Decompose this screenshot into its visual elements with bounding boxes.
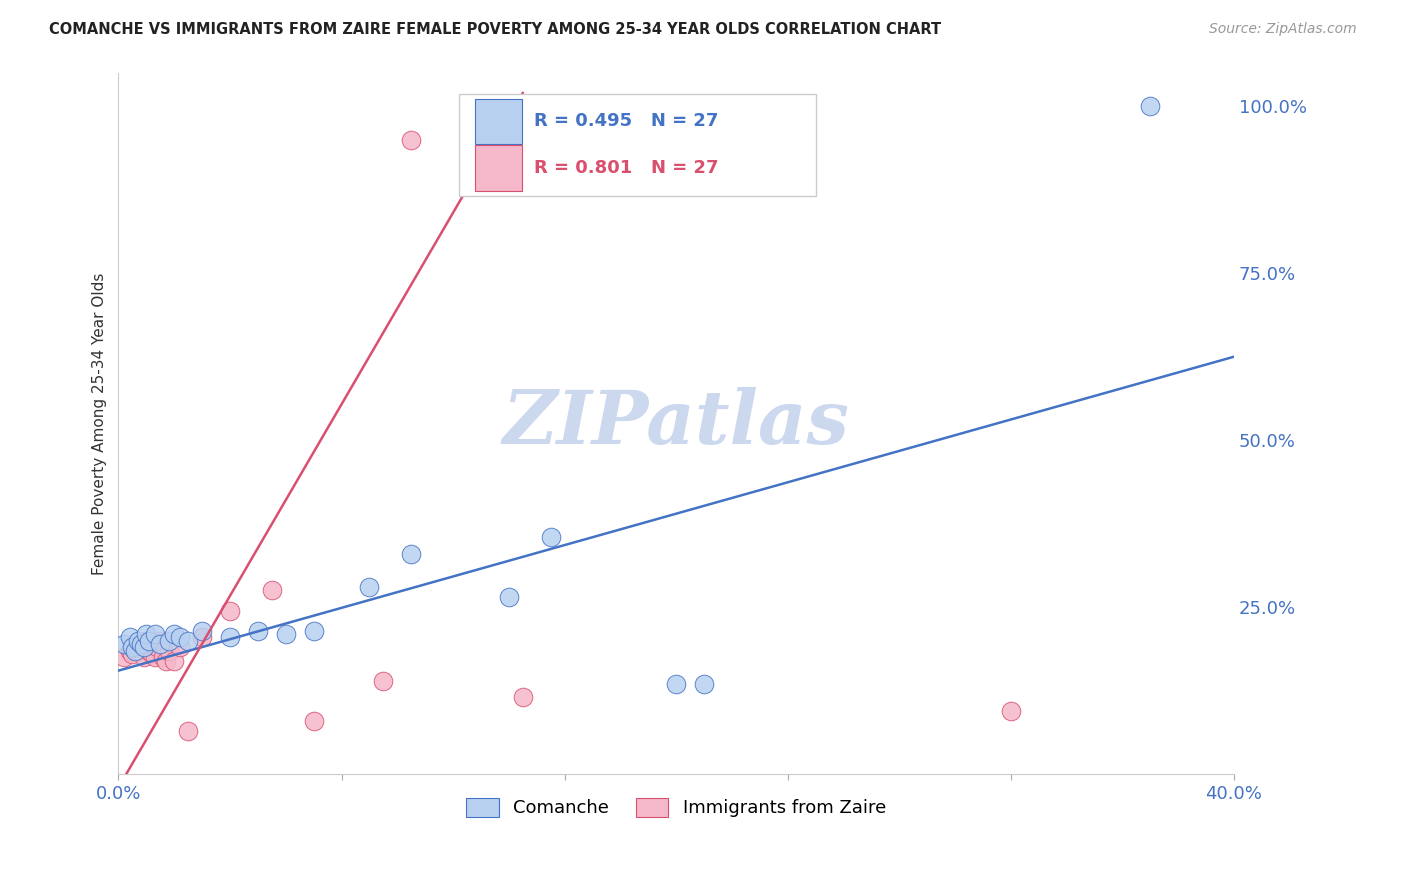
Point [1000,704,1022,718]
Point [135,633,157,648]
Point [219,603,242,617]
Point [121,640,143,655]
Point [302,714,325,728]
Point [138,643,160,657]
Point [274,627,297,641]
Point [149,633,172,648]
Point [191,630,214,644]
Point [177,633,200,648]
Point [141,647,163,661]
Point [132,650,155,665]
Point [169,630,191,644]
Point [129,637,152,651]
Point [152,650,174,665]
Point [373,673,395,688]
Point [498,590,520,604]
Point [219,630,242,644]
Point [138,633,160,648]
Point [157,633,180,648]
Point [143,627,166,641]
Point [127,633,149,648]
Point [191,624,214,638]
Point [359,580,381,594]
Point [540,530,562,544]
Point [163,654,186,668]
Point [135,627,157,641]
Point [169,640,191,655]
Point [665,677,688,691]
Point [127,643,149,657]
Y-axis label: Female Poverty Among 25-34 Year Olds: Female Poverty Among 25-34 Year Olds [93,272,107,574]
Point [163,627,186,641]
Text: ZIPatlas: ZIPatlas [503,387,849,459]
Text: Source: ZipAtlas.com: Source: ZipAtlas.com [1209,22,1357,37]
Point [399,133,422,147]
Point [155,654,177,668]
Point [149,637,172,651]
Point [112,650,135,665]
Point [693,677,716,691]
Legend: Comanche, Immigrants from Zaire: Comanche, Immigrants from Zaire [458,791,893,825]
Text: COMANCHE VS IMMIGRANTS FROM ZAIRE FEMALE POVERTY AMONG 25-34 YEAR OLDS CORRELATI: COMANCHE VS IMMIGRANTS FROM ZAIRE FEMALE… [49,22,942,37]
Text: R = 0.801   N = 27: R = 0.801 N = 27 [534,160,718,178]
Point [118,643,141,657]
Point [146,640,169,655]
Point [260,583,283,598]
Point [124,640,146,655]
Point [112,637,135,651]
Point [302,624,325,638]
Point [129,637,152,651]
Point [246,624,269,638]
Point [399,547,422,561]
Point [121,647,143,661]
FancyBboxPatch shape [475,145,522,191]
Point [157,643,180,657]
FancyBboxPatch shape [475,99,522,145]
Point [177,723,200,738]
Point [124,643,146,657]
Point [1139,99,1161,113]
Point [118,630,141,644]
Point [143,650,166,665]
FancyBboxPatch shape [458,94,815,195]
Point [512,690,534,705]
Text: R = 0.495   N = 27: R = 0.495 N = 27 [534,112,718,130]
Point [132,640,155,655]
